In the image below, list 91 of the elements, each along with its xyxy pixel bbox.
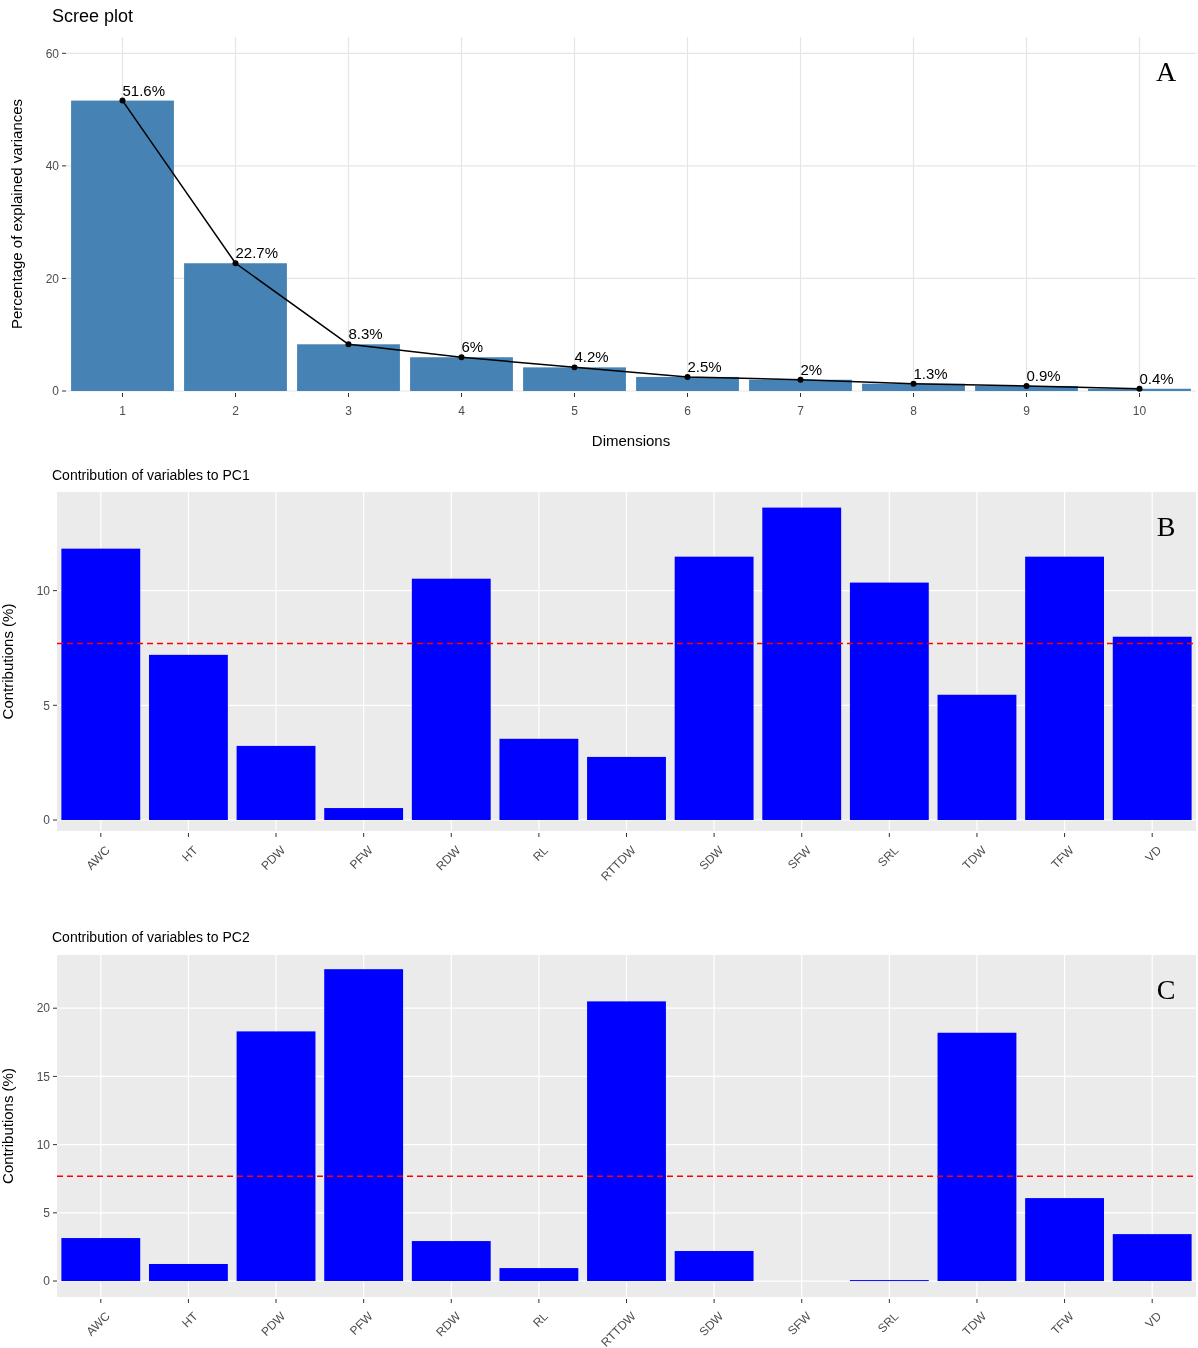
y-axis-title: Contributions (%) bbox=[0, 603, 16, 720]
data-label: 2% bbox=[800, 360, 823, 378]
point bbox=[797, 376, 804, 383]
y-tick-label: 10 bbox=[36, 1137, 51, 1152]
bar bbox=[149, 1263, 228, 1282]
bar bbox=[674, 556, 754, 820]
x-tick-label: RL bbox=[530, 842, 552, 864]
x-tick-label: 7 bbox=[797, 404, 805, 419]
bar bbox=[674, 1251, 754, 1282]
annotation: C bbox=[1156, 974, 1176, 1005]
x-tick-label: 8 bbox=[910, 404, 918, 419]
bar bbox=[587, 756, 666, 820]
bar bbox=[636, 376, 739, 391]
bar bbox=[523, 367, 626, 391]
x-tick-label: SRL bbox=[875, 842, 902, 870]
x-tick-label: HT bbox=[179, 1308, 201, 1331]
point bbox=[571, 364, 578, 371]
x-tick-label: 3 bbox=[345, 404, 353, 419]
bar bbox=[61, 1238, 141, 1282]
point bbox=[458, 354, 465, 361]
bar bbox=[411, 578, 491, 820]
x-tick-label: RL bbox=[530, 1308, 552, 1330]
y-axis-title: Percentage of explained variances bbox=[8, 98, 25, 330]
y-tick-label: 0 bbox=[52, 384, 60, 399]
data-label: 0.9% bbox=[1026, 366, 1061, 384]
x-tick-label: 1 bbox=[119, 404, 127, 419]
x-tick-label: 10 bbox=[1132, 404, 1147, 419]
bar bbox=[184, 263, 287, 391]
bar bbox=[1025, 556, 1104, 820]
bar bbox=[410, 357, 513, 391]
bar bbox=[749, 379, 852, 391]
data-label: 8.3% bbox=[348, 325, 383, 343]
y-tick-label: 5 bbox=[43, 1206, 51, 1221]
point bbox=[1023, 382, 1030, 389]
bar bbox=[236, 745, 316, 820]
x-tick-label: 5 bbox=[571, 404, 579, 419]
y-tick-label: 60 bbox=[45, 46, 60, 61]
bar bbox=[1112, 1234, 1192, 1282]
bar bbox=[71, 100, 174, 391]
x-tick-label: 9 bbox=[1023, 404, 1031, 419]
point bbox=[1136, 385, 1143, 392]
chart-title: Contribution of variables to PC1 bbox=[52, 467, 250, 483]
bar bbox=[937, 694, 1017, 820]
bar bbox=[236, 1031, 316, 1282]
bar bbox=[1112, 636, 1192, 820]
x-tick-label: SRL bbox=[875, 1308, 902, 1336]
y-tick-label: 15 bbox=[36, 1069, 51, 1084]
bar bbox=[149, 654, 228, 820]
data-label: 51.6% bbox=[122, 81, 166, 99]
y-tick-label: 5 bbox=[43, 698, 51, 713]
y-tick-label: 10 bbox=[36, 583, 51, 598]
x-tick-label: 4 bbox=[458, 404, 466, 419]
x-tick-label: HT bbox=[179, 842, 201, 865]
data-label: 0.4% bbox=[1139, 369, 1174, 387]
y-tick-label: 20 bbox=[36, 1001, 51, 1016]
y-tick-label: 20 bbox=[45, 271, 60, 286]
y-tick-label: 40 bbox=[45, 159, 60, 174]
data-label: 6% bbox=[461, 338, 484, 356]
bar bbox=[1025, 1198, 1104, 1282]
bar bbox=[937, 1032, 1017, 1282]
bar bbox=[499, 738, 579, 820]
bar bbox=[587, 1001, 666, 1282]
bar bbox=[411, 1241, 491, 1282]
x-tick-label: VD bbox=[1142, 1308, 1165, 1331]
x-axis-title: Dimensions bbox=[591, 432, 671, 449]
point bbox=[345, 341, 352, 348]
data-label: 1.3% bbox=[913, 364, 948, 382]
chart-title: Contribution of variables to PC2 bbox=[52, 929, 250, 945]
x-tick-label: 2 bbox=[232, 404, 240, 419]
annotation: B bbox=[1156, 511, 1176, 542]
bar bbox=[61, 548, 141, 820]
bar bbox=[324, 969, 404, 1282]
point bbox=[684, 373, 691, 380]
bar bbox=[499, 1268, 579, 1282]
y-tick-label: 0 bbox=[43, 1274, 51, 1289]
x-tick-label: VD bbox=[1142, 842, 1165, 865]
bar bbox=[324, 808, 404, 820]
y-tick-label: 0 bbox=[43, 813, 51, 828]
chart-title: Scree plot bbox=[52, 6, 134, 26]
x-tick-label: 6 bbox=[684, 404, 692, 419]
bar bbox=[297, 344, 400, 391]
bar bbox=[849, 582, 929, 820]
data-label: 4.2% bbox=[574, 348, 609, 366]
y-axis-title: Contributions (%) bbox=[0, 1068, 16, 1184]
annotation: A bbox=[1155, 56, 1177, 87]
point bbox=[910, 380, 917, 387]
bar bbox=[762, 507, 842, 820]
point bbox=[232, 260, 239, 267]
data-label: 2.5% bbox=[687, 357, 722, 375]
point bbox=[119, 97, 126, 104]
data-label: 22.7% bbox=[235, 244, 279, 262]
